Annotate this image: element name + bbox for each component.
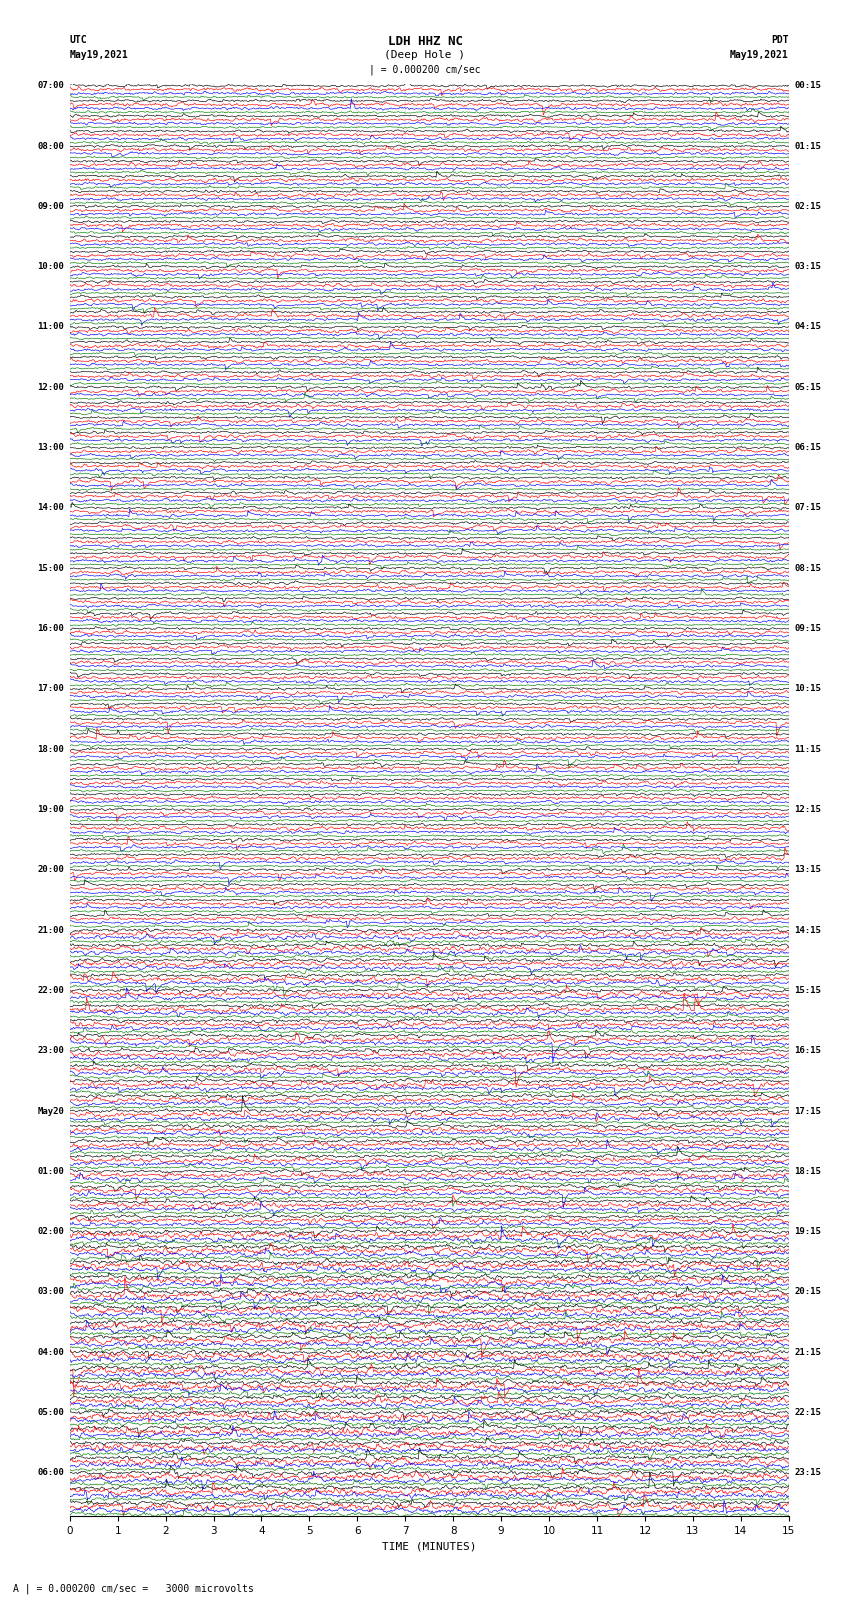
Text: 16:00: 16:00	[37, 624, 64, 632]
Text: May19,2021: May19,2021	[730, 50, 789, 60]
Text: 02:15: 02:15	[795, 202, 821, 211]
Text: 09:15: 09:15	[795, 624, 821, 632]
Text: 11:15: 11:15	[795, 745, 821, 753]
Text: 05:00: 05:00	[37, 1408, 64, 1418]
Text: A | = 0.000200 cm/sec =   3000 microvolts: A | = 0.000200 cm/sec = 3000 microvolts	[13, 1582, 253, 1594]
Text: 08:00: 08:00	[37, 142, 64, 150]
Text: 04:15: 04:15	[795, 323, 821, 332]
Text: 01:00: 01:00	[37, 1166, 64, 1176]
Text: 20:00: 20:00	[37, 865, 64, 874]
Text: 06:00: 06:00	[37, 1468, 64, 1478]
Text: 10:00: 10:00	[37, 263, 64, 271]
Text: 19:15: 19:15	[795, 1227, 821, 1236]
Text: 12:15: 12:15	[795, 805, 821, 815]
Text: 01:15: 01:15	[795, 142, 821, 150]
Text: 23:15: 23:15	[795, 1468, 821, 1478]
Text: 14:15: 14:15	[795, 926, 821, 934]
Text: 15:15: 15:15	[795, 986, 821, 995]
Text: UTC: UTC	[70, 35, 88, 45]
Text: 19:00: 19:00	[37, 805, 64, 815]
Text: 12:00: 12:00	[37, 382, 64, 392]
Text: 21:00: 21:00	[37, 926, 64, 934]
Text: 17:15: 17:15	[795, 1107, 821, 1116]
Text: 02:00: 02:00	[37, 1227, 64, 1236]
Text: LDH HHZ NC: LDH HHZ NC	[388, 35, 462, 48]
Text: 18:15: 18:15	[795, 1166, 821, 1176]
Text: 11:00: 11:00	[37, 323, 64, 332]
Text: 07:00: 07:00	[37, 81, 64, 90]
Text: 03:00: 03:00	[37, 1287, 64, 1297]
Text: 23:00: 23:00	[37, 1047, 64, 1055]
Text: 10:15: 10:15	[795, 684, 821, 694]
Text: 21:15: 21:15	[795, 1348, 821, 1357]
X-axis label: TIME (MINUTES): TIME (MINUTES)	[382, 1542, 477, 1552]
Text: 00:15: 00:15	[795, 81, 821, 90]
Text: 03:15: 03:15	[795, 263, 821, 271]
Text: 13:00: 13:00	[37, 444, 64, 452]
Text: 04:00: 04:00	[37, 1348, 64, 1357]
Text: May19,2021: May19,2021	[70, 50, 128, 60]
Text: 09:00: 09:00	[37, 202, 64, 211]
Text: 17:00: 17:00	[37, 684, 64, 694]
Text: 16:15: 16:15	[795, 1047, 821, 1055]
Text: 20:15: 20:15	[795, 1287, 821, 1297]
Text: PDT: PDT	[771, 35, 789, 45]
Text: 22:00: 22:00	[37, 986, 64, 995]
Text: 08:15: 08:15	[795, 563, 821, 573]
Text: 13:15: 13:15	[795, 865, 821, 874]
Text: 22:15: 22:15	[795, 1408, 821, 1418]
Text: | = 0.000200 cm/sec: | = 0.000200 cm/sec	[369, 65, 481, 76]
Text: 15:00: 15:00	[37, 563, 64, 573]
Text: 07:15: 07:15	[795, 503, 821, 513]
Text: (Deep Hole ): (Deep Hole )	[384, 50, 466, 60]
Text: May20: May20	[37, 1107, 64, 1116]
Text: 14:00: 14:00	[37, 503, 64, 513]
Text: 05:15: 05:15	[795, 382, 821, 392]
Text: 06:15: 06:15	[795, 444, 821, 452]
Text: 18:00: 18:00	[37, 745, 64, 753]
